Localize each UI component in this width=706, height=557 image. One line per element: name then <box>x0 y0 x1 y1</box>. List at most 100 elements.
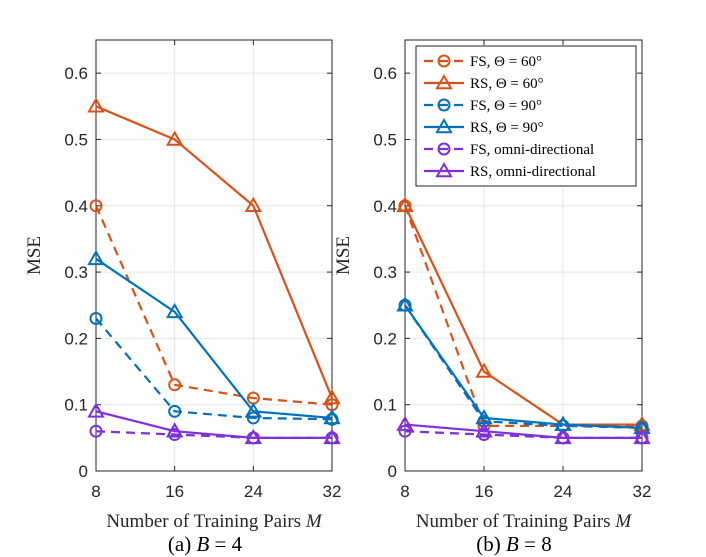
x-axis-label-text: Number of Training Pairs <box>106 511 306 532</box>
plot-area <box>96 40 332 471</box>
legend-marker-circle <box>437 54 451 68</box>
y-tick-label: 0.3 <box>64 263 88 282</box>
legend: FS, Θ = 60° RS, Θ = 60° FS, Θ = 90° RS, Θ =… <box>415 45 637 187</box>
data-point-triangle <box>87 97 105 113</box>
data-point-triangle <box>323 408 341 425</box>
chart-panel-a: 8 16 24 32 0 0.1 0.2 0.3 0.4 0.5 0.6 MSE Number of T… <box>24 39 342 556</box>
data-point-triangle <box>396 296 414 312</box>
x-axis-label-variable: M <box>614 511 632 532</box>
y-tick-label: 0.1 <box>64 396 88 415</box>
series-2 <box>87 97 341 405</box>
series-line <box>95 317 333 421</box>
data-point-triangle <box>165 302 184 319</box>
caption-value: = 8 <box>519 532 552 556</box>
data-point-circle <box>168 404 182 418</box>
data-point-triangle <box>633 428 651 445</box>
y-tick-label: 0.1 <box>373 396 397 415</box>
data-point-circle <box>246 411 260 425</box>
caption-prefix: (b) <box>476 532 506 556</box>
caption-variable: B <box>196 532 209 556</box>
legend-marker-triangle <box>435 161 453 178</box>
data-point-triangle <box>165 130 184 146</box>
y-tick-label: 0.5 <box>373 130 397 149</box>
data-point-circle <box>89 311 103 325</box>
data-point-triangle <box>244 428 263 445</box>
data-point-triangle <box>244 402 263 418</box>
legend-marker-circle <box>437 142 451 156</box>
y-tick-label: 0.5 <box>64 130 88 149</box>
x-tick-label: 8 <box>400 482 409 501</box>
data-point-triangle <box>554 428 572 445</box>
series-line <box>94 205 333 406</box>
data-point-triangle <box>475 362 493 378</box>
y-tick-label: 0.4 <box>64 197 88 216</box>
data-point-triangle <box>396 415 414 431</box>
x-axis-label-text: Number of Training Pairs <box>416 511 616 532</box>
y-tick-label: 0.6 <box>64 64 88 83</box>
y-tick-label: 0.2 <box>64 329 88 348</box>
series-line <box>404 205 642 426</box>
x-axis-label: Number of Training Pairs M <box>106 511 323 532</box>
series-line <box>95 105 334 399</box>
caption-variable: B <box>506 532 519 556</box>
caption-prefix: (a) <box>168 532 197 556</box>
legend-marker-circle <box>437 98 451 112</box>
series-6 <box>87 402 341 445</box>
x-tick-label: 16 <box>475 482 494 501</box>
data-point-circle <box>89 199 103 213</box>
x-tick-label: 24 <box>554 482 573 501</box>
x-axis-label-variable: M <box>305 511 323 532</box>
legend-marker-triangle <box>435 117 453 134</box>
axes-box <box>95 39 333 472</box>
data-point-circle <box>89 424 103 438</box>
series-1 <box>89 199 339 412</box>
y-tick-label: 0.2 <box>373 329 397 348</box>
caption-value: = 4 <box>209 532 242 556</box>
y-tick-label: 0.4 <box>373 197 397 216</box>
y-tick-label: 0 <box>79 462 88 481</box>
panel-caption: (b) B = 8 <box>476 532 551 556</box>
legend-item: RS, Θ = 90° <box>424 117 544 136</box>
y-tick-label: 0 <box>388 462 397 481</box>
legend-label: RS, Θ = 60° <box>470 76 544 92</box>
data-point-triangle <box>87 249 105 266</box>
legend-item: RS, omni-directional <box>424 161 596 180</box>
data-point-triangle <box>475 422 493 438</box>
legend-item: RS, Θ = 60° <box>424 73 544 92</box>
data-point-circle <box>398 424 412 438</box>
legend-item: FS, omni-directional <box>424 142 594 158</box>
y-tick-label: 0.3 <box>373 263 397 282</box>
series-line <box>95 257 333 420</box>
legend-box <box>415 45 637 187</box>
data-point-circle <box>168 378 182 392</box>
x-tick-label: 32 <box>633 482 652 501</box>
data-point-triangle <box>396 196 414 213</box>
x-axis-label: Number of Training Pairs M <box>416 511 633 532</box>
legend-item: FS, Θ = 90° <box>424 98 542 114</box>
y-axis-label: MSE <box>24 236 45 275</box>
data-point-triangle <box>323 428 341 445</box>
legend-label: RS, Θ = 90° <box>470 120 544 136</box>
x-tick-label: 16 <box>165 482 184 501</box>
chart-panel-b: 8 16 24 32 0 0.1 0.2 0.3 0.4 0.5 0.6 MSE Number of T… <box>333 39 652 556</box>
data-point-triangle <box>165 422 184 438</box>
legend-item: FS, Θ = 60° <box>424 54 542 70</box>
data-point-triangle <box>323 389 341 405</box>
legend-label: FS, Θ = 90° <box>470 98 542 114</box>
axes-box <box>404 39 643 472</box>
data-point-triangle <box>87 402 105 418</box>
data-point-triangle <box>244 196 263 213</box>
series-4 <box>87 249 341 425</box>
legend-marker-triangle <box>435 73 453 90</box>
series-6 <box>396 415 651 445</box>
x-tick-label: 8 <box>91 482 100 501</box>
panel-caption: (a) B = 4 <box>168 532 243 556</box>
y-axis-label: MSE <box>333 236 354 275</box>
x-tick-label: 32 <box>323 482 342 501</box>
series-line <box>95 410 332 439</box>
legend-label: FS, omni-directional <box>470 142 594 158</box>
legend-label: FS, Θ = 60° <box>470 54 542 70</box>
legend-label: RS, omni-directional <box>470 164 596 180</box>
series-line <box>404 423 642 439</box>
